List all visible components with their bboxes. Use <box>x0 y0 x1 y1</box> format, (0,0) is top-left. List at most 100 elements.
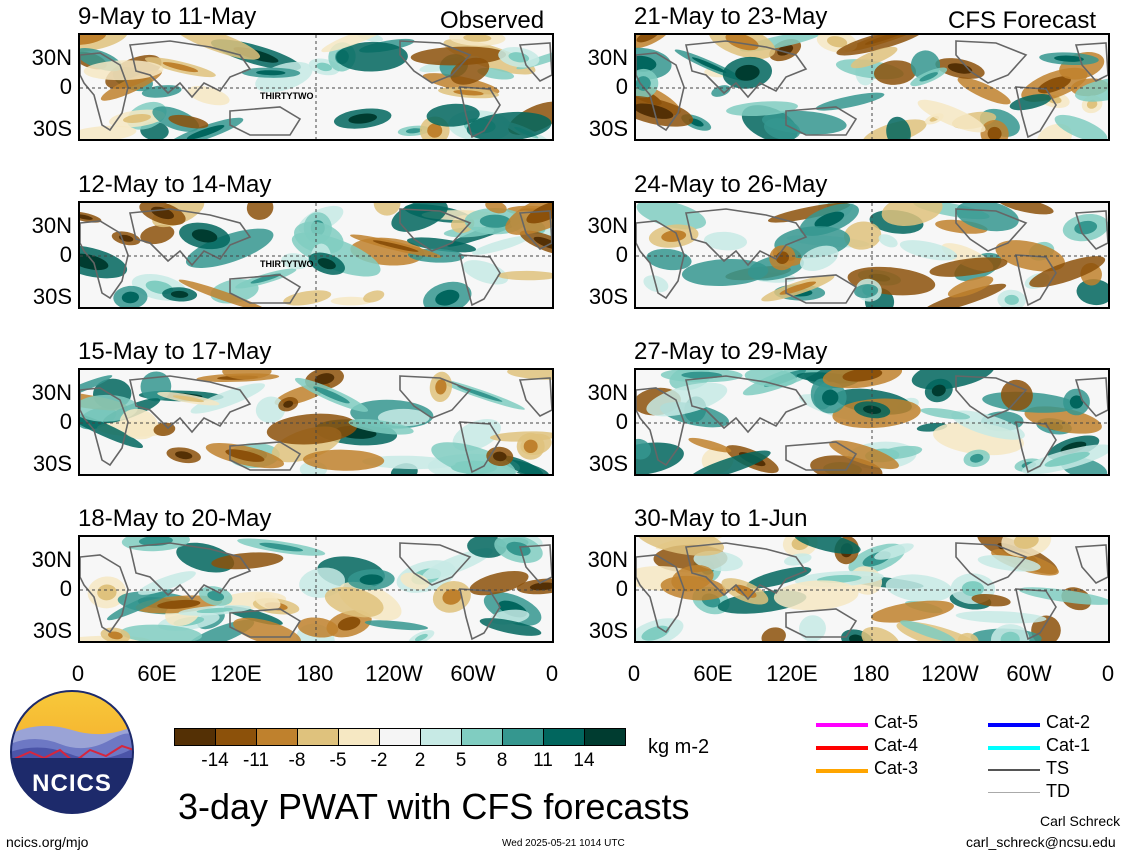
lat-label: 30N <box>587 380 628 405</box>
colorbar-tick-label: 11 <box>533 750 553 771</box>
lon-label: 0 <box>71 661 85 686</box>
lat-label: 30S <box>588 618 628 643</box>
colorbar-swatch <box>174 728 216 746</box>
left-panel-2-title: 12-May to 14-May <box>78 171 272 198</box>
colorbar-unit: kg m-2 <box>648 736 710 758</box>
lon-label: 120W <box>921 661 979 686</box>
colorbar-tick-label: -11 <box>242 750 270 771</box>
storm-label: THIRTYTWO <box>260 259 314 269</box>
right-panel-1-title: 21-May to 23-May <box>634 3 828 30</box>
legend-label: Cat-5 <box>874 712 919 732</box>
lon-label: 180 <box>852 661 890 686</box>
map-panel <box>634 33 1110 141</box>
colorbar-tick-label: -8 <box>288 750 306 771</box>
lon-label: 180 <box>296 661 334 686</box>
footer-url[interactable]: ncics.org/mjo <box>6 834 89 850</box>
colorbar-tick-label: -14 <box>201 750 229 771</box>
map-panel <box>78 535 554 643</box>
logo-text: NCICS <box>32 770 112 797</box>
lat-label: 30S <box>32 618 72 643</box>
legend-label: Cat-4 <box>874 735 919 755</box>
lat-label: 30N <box>31 45 72 70</box>
right-panel-3-title: 27-May to 29-May <box>634 338 828 365</box>
main-title: 3-day PWAT with CFS forecasts <box>178 786 690 827</box>
legend-label: TD <box>1046 781 1070 801</box>
lat-label: 30N <box>31 380 72 405</box>
lat-label: 0 <box>615 409 628 434</box>
legend-line <box>988 792 1040 793</box>
lat-label: 30N <box>31 547 72 572</box>
lat-label: 0 <box>615 576 628 601</box>
left-panel-1-title: 9-May to 11-May <box>78 3 257 30</box>
map-panel: THIRTYTWO <box>78 33 554 141</box>
lat-label: 30N <box>587 45 628 70</box>
lon-label: 120E <box>766 661 818 686</box>
legend-line <box>988 769 1040 771</box>
legend-line <box>988 746 1040 750</box>
map-panel <box>634 368 1110 476</box>
map-panel <box>634 201 1110 309</box>
lat-label: 0 <box>615 242 628 267</box>
colorbar-swatch <box>297 728 339 746</box>
author-email[interactable]: carl_schreck@ncsu.edu <box>966 834 1116 850</box>
lat-label: 30N <box>587 547 628 572</box>
lon-label: 60W <box>1006 661 1052 686</box>
lon-label: 0 <box>627 661 641 686</box>
lat-label: 30S <box>588 116 628 141</box>
legend-line <box>816 746 868 750</box>
storm-label: THIRTYTWO <box>260 91 314 101</box>
legend-label: Cat-3 <box>874 758 919 778</box>
lon-label: 0 <box>1101 661 1115 686</box>
lat-label: 30S <box>32 451 72 476</box>
legend-label: TS <box>1046 758 1070 778</box>
lon-label: 60E <box>137 661 177 686</box>
legend-label: Cat-1 <box>1046 735 1091 755</box>
map-panel: THIRTYTWO <box>78 201 554 309</box>
colorbar-tick-label: 5 <box>455 750 467 771</box>
right-panel-2-title: 24-May to 26-May <box>634 171 828 198</box>
lat-label: 30N <box>31 213 72 238</box>
lat-label: 30S <box>32 284 72 309</box>
colorbar-tick-label: 2 <box>414 750 426 771</box>
lat-label: 0 <box>59 74 72 99</box>
map-panel <box>634 535 1110 643</box>
legend-label: Cat-2 <box>1046 712 1091 732</box>
ncics-logo: NCICS <box>10 690 134 814</box>
lat-label: 0 <box>615 74 628 99</box>
lon-label: 120W <box>365 661 423 686</box>
colorbar-tick-label: 14 <box>573 750 595 771</box>
legend-line <box>816 769 868 773</box>
lat-label: 0 <box>59 409 72 434</box>
colorbar-swatch <box>420 728 462 746</box>
lat-label: 30N <box>587 213 628 238</box>
left-panel-3-title: 15-May to 17-May <box>78 338 272 365</box>
lon-label: 60E <box>693 661 733 686</box>
lat-label: 30S <box>32 116 72 141</box>
lat-label: 0 <box>59 242 72 267</box>
lat-label: 30S <box>588 451 628 476</box>
lat-label: 0 <box>59 576 72 601</box>
right-panel-4-title: 30-May to 1-Jun <box>634 505 808 532</box>
observed-label: Observed <box>440 7 545 34</box>
colorbar-swatch <box>379 728 421 746</box>
colorbar-swatch <box>502 728 544 746</box>
colorbar-swatch <box>461 728 503 746</box>
colorbar-swatch <box>215 728 257 746</box>
lon-label: 0 <box>545 661 559 686</box>
colorbar-tick-label: -2 <box>370 750 388 771</box>
colorbar-tick-label: -5 <box>329 750 347 771</box>
colorbar-swatch <box>584 728 626 746</box>
map-panel <box>78 368 554 476</box>
cfs-forecast-label: CFS Forecast <box>948 7 1097 34</box>
lon-label: 60W <box>450 661 496 686</box>
colorbar-tick-label: 8 <box>496 750 508 771</box>
colorbar-swatch <box>543 728 585 746</box>
author-name: Carl Schreck <box>1040 813 1121 829</box>
timestamp: Wed 2025-05-21 1014 UTC <box>502 838 625 849</box>
left-panel-4-title: 18-May to 20-May <box>78 505 272 532</box>
colorbar-swatch <box>256 728 298 746</box>
lon-label: 120E <box>210 661 262 686</box>
legend-line <box>816 723 868 727</box>
legend-line <box>988 723 1040 727</box>
lat-label: 30S <box>588 284 628 309</box>
